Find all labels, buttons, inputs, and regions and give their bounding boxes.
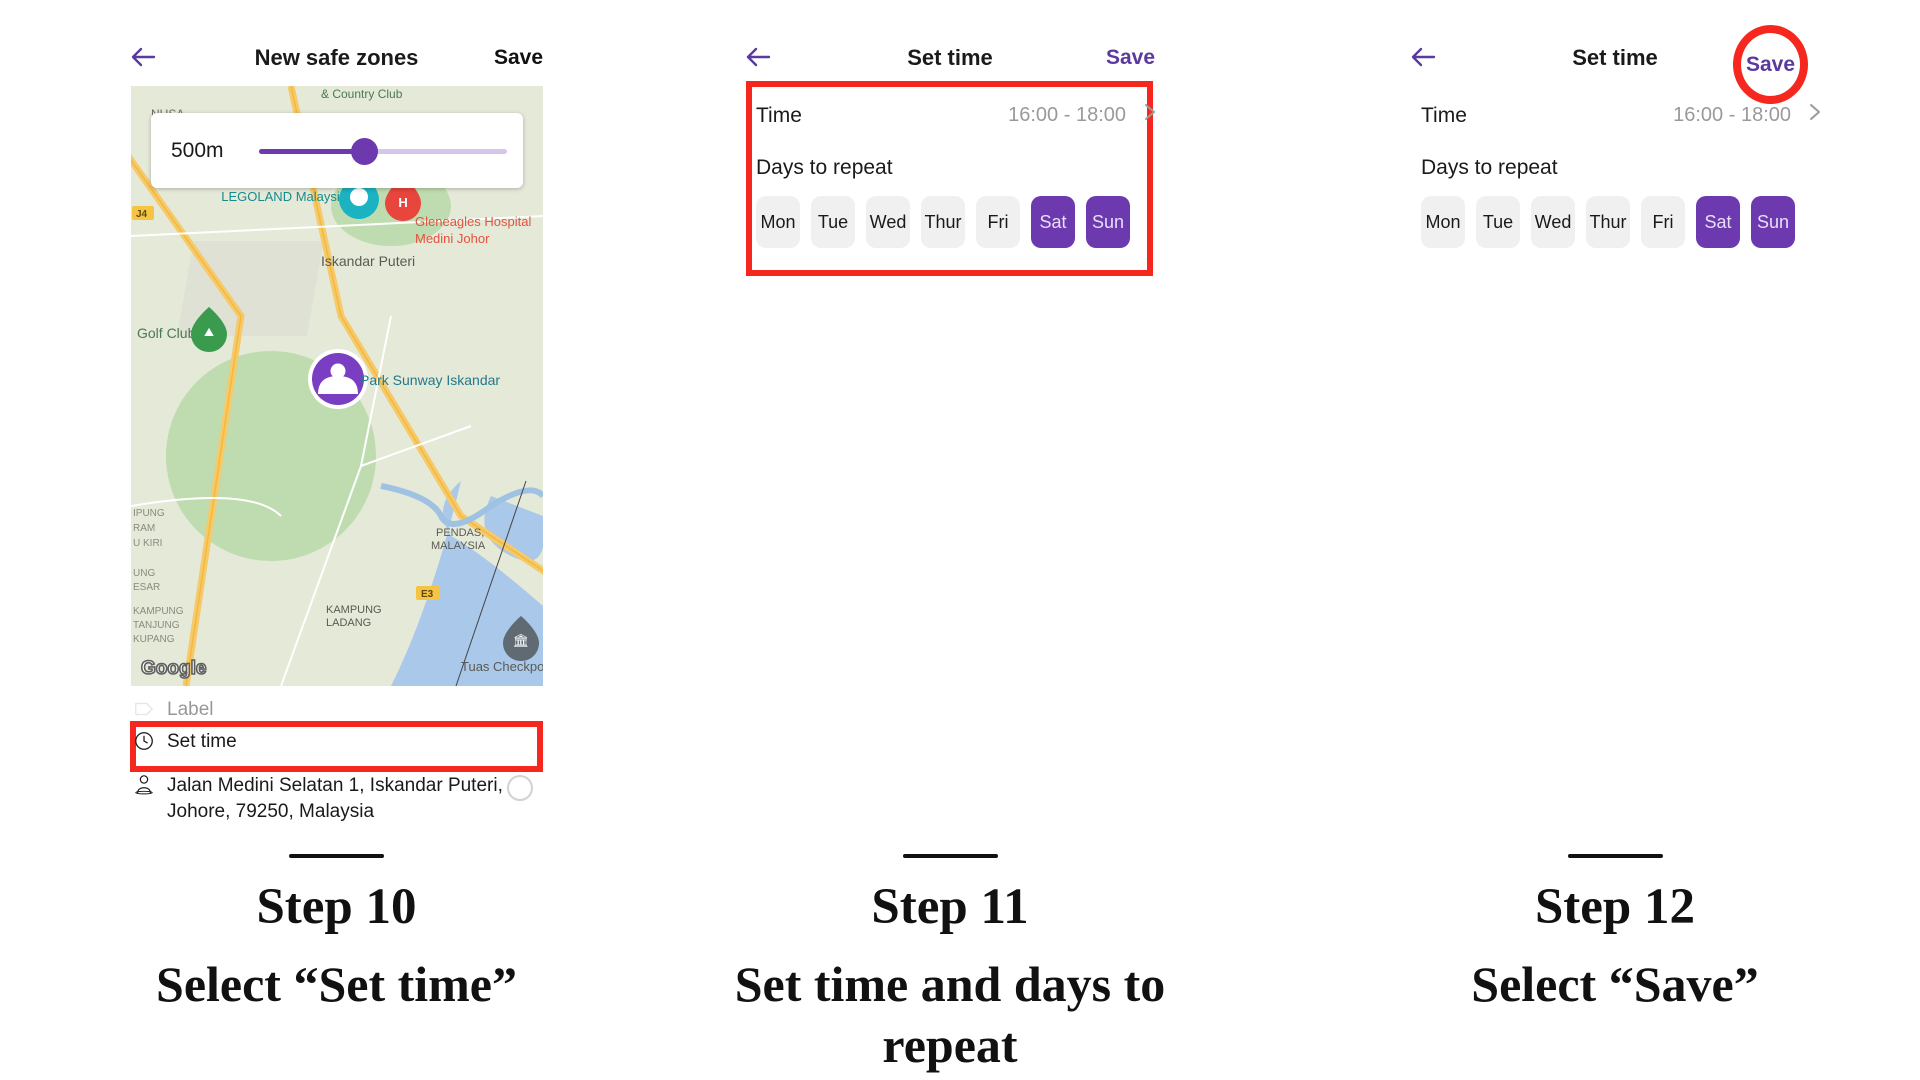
svg-text:KUPANG: KUPANG [133, 634, 175, 645]
svg-text:Medini Johor: Medini Johor [415, 231, 490, 246]
svg-text:Park Sunway Iskandar: Park Sunway Iskandar [360, 372, 500, 388]
svg-text:Gleneagles Hospital: Gleneagles Hospital [415, 214, 531, 229]
svg-text:H: H [398, 195, 407, 210]
svg-text:Google: Google [141, 658, 206, 679]
svg-text:RAM: RAM [133, 523, 155, 534]
svg-text:⛰: ⛰ [204, 325, 214, 339]
svg-text:PENDAS,: PENDAS, [436, 527, 484, 539]
svg-text:TANJUNG: TANJUNG [133, 620, 180, 631]
svg-text:KAMPUNG: KAMPUNG [326, 604, 382, 616]
svg-text:ESAR: ESAR [133, 582, 160, 593]
svg-text:IPUNG: IPUNG [133, 508, 165, 519]
svg-text:Tuas Checkpoint: Tuas Checkpoint [461, 659, 543, 674]
svg-text:KAMPUNG: KAMPUNG [133, 606, 184, 617]
svg-text:U KIRI: U KIRI [133, 538, 162, 549]
svg-text:Iskandar Puteri: Iskandar Puteri [321, 253, 415, 269]
svg-text:MALAYSIA: MALAYSIA [431, 540, 486, 552]
svg-text:LADANG: LADANG [326, 617, 371, 629]
svg-text:E3: E3 [421, 589, 434, 600]
svg-text:Golf Club: Golf Club [137, 325, 196, 341]
svg-text:LEGOLAND Malaysia: LEGOLAND Malaysia [221, 189, 347, 204]
svg-text:& Country Club: & Country Club [321, 87, 403, 101]
svg-text:J4: J4 [136, 209, 148, 220]
svg-text:🏛: 🏛 [513, 633, 530, 648]
svg-text:UNG: UNG [133, 568, 155, 579]
